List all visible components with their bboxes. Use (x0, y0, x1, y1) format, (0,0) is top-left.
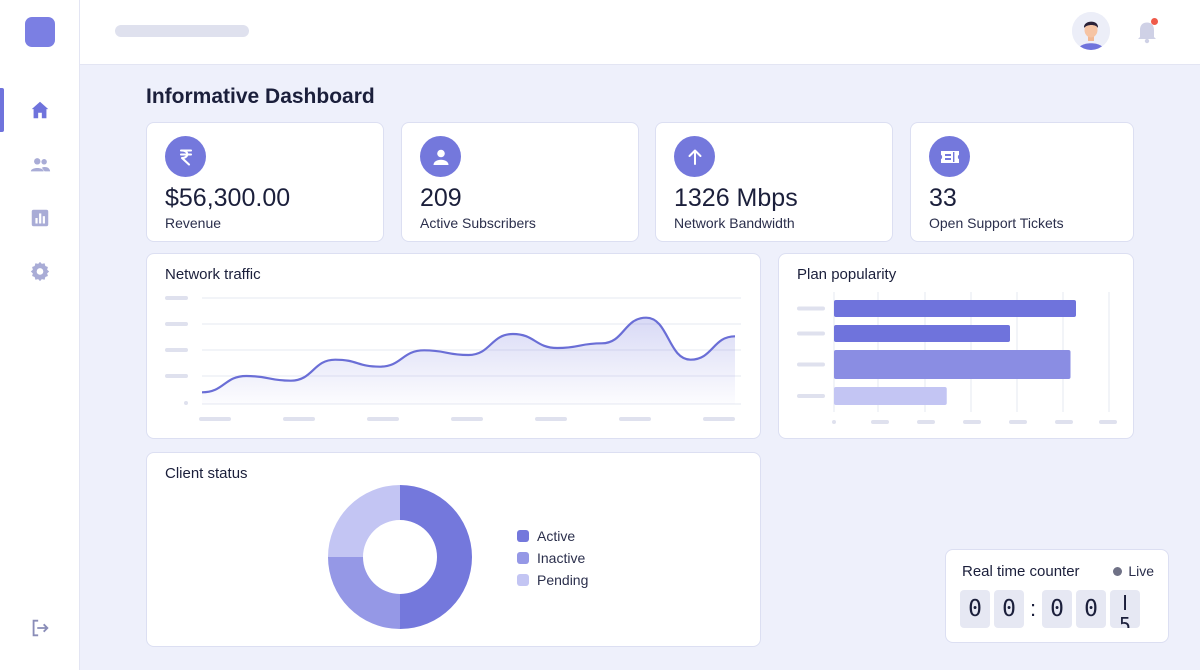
network-traffic-card: Network traffic (146, 253, 761, 439)
legend-label: Active (537, 528, 576, 544)
rupee-icon (165, 136, 206, 177)
home-icon (31, 101, 49, 119)
x-tick-label (1055, 420, 1073, 424)
legend-label: Pending (537, 572, 589, 588)
x-tick-label (917, 420, 935, 424)
legend-swatch (517, 574, 529, 586)
top-bar (80, 0, 1200, 65)
stat-value: 1326 Mbps (674, 184, 798, 212)
counter-digit: 0 (1042, 590, 1072, 628)
plan-bar (834, 325, 1010, 342)
stat-card-tickets[interactable]: 33 Open Support Tickets (910, 122, 1134, 242)
gear-icon (30, 261, 50, 282)
x-tick-label (871, 420, 889, 424)
client-status-title: Client status (165, 465, 248, 482)
live-label: Live (1128, 563, 1154, 579)
y-tick-origin (184, 401, 188, 405)
traffic-line (201, 316, 736, 394)
stat-value: $56,300.00 (165, 184, 291, 212)
traffic-area (202, 317, 735, 404)
live-indicator: Live (1113, 563, 1154, 579)
counter-separator: : (1029, 596, 1037, 621)
users-icon (30, 158, 51, 172)
y-tick-label (165, 296, 188, 300)
plan-bar (834, 387, 947, 405)
stat-card-revenue[interactable]: $56,300.00 Revenue (146, 122, 384, 242)
x-tick-label (451, 417, 483, 421)
stat-label: Revenue (165, 215, 222, 231)
counter-digit: 0 (994, 590, 1024, 628)
x-tick-label (367, 417, 399, 421)
user-icon (420, 136, 461, 177)
donut-slice-inactive (328, 557, 400, 629)
x-tick-label (619, 417, 651, 421)
plan-bar (834, 350, 1071, 379)
y-tick-label (165, 322, 188, 326)
plan-popularity-title: Plan popularity (797, 266, 897, 283)
stat-label: Open Support Tickets (929, 215, 1064, 231)
y-tick-label (165, 374, 188, 378)
client-status-chart (328, 485, 472, 629)
y-tick-label (165, 348, 188, 352)
x-tick-label (199, 417, 231, 421)
avatar[interactable] (1072, 12, 1110, 50)
plan-bar (834, 300, 1076, 317)
legend-label: Inactive (537, 550, 586, 566)
y-tick-label (797, 306, 825, 311)
stat-label: Network Bandwidth (674, 215, 795, 231)
stat-card-bandwidth[interactable]: 1326 Mbps Network Bandwidth (655, 122, 893, 242)
app-logo[interactable] (25, 17, 55, 47)
client-status-card: Client status Active Inactive Pending (146, 452, 761, 647)
sidebar-item-settings[interactable] (0, 249, 80, 293)
legend-item-pending: Pending (517, 569, 588, 591)
live-dot (1113, 566, 1123, 576)
stat-card-subscribers[interactable]: 209 Active Subscribers (401, 122, 639, 242)
sidebar-item-home[interactable] (0, 88, 80, 132)
legend-item-inactive: Inactive (517, 547, 588, 569)
client-status-legend: Active Inactive Pending (517, 525, 588, 591)
ticket-icon (929, 136, 970, 177)
sidebar-item-users[interactable] (0, 143, 80, 187)
notification-dot (1151, 18, 1158, 25)
sidebar (0, 0, 80, 670)
stat-value: 33 (929, 184, 957, 212)
network-traffic-chart (165, 296, 741, 421)
logout-icon (32, 619, 49, 637)
bell-icon (1138, 18, 1158, 44)
y-tick-label (797, 362, 825, 367)
x-tick-origin (832, 420, 836, 424)
y-tick-label (797, 394, 825, 398)
search-bar-placeholder[interactable] (115, 25, 249, 37)
counter-digit: 0 (960, 590, 990, 628)
legend-swatch (517, 552, 529, 564)
notifications-button[interactable] (1135, 18, 1159, 44)
x-tick-label (535, 417, 567, 421)
x-tick-label (963, 420, 981, 424)
counter-title: Real time counter (962, 563, 1080, 580)
counter-digit: 0 (1076, 590, 1106, 628)
x-tick-label (1009, 420, 1027, 424)
legend-item-active: Active (517, 525, 588, 547)
x-tick-label (283, 417, 315, 421)
x-tick-label (1099, 420, 1117, 424)
donut-slice-active (400, 485, 472, 629)
network-traffic-title: Network traffic (165, 266, 261, 283)
stat-label: Active Subscribers (420, 215, 536, 231)
user-avatar-icon (1072, 12, 1110, 50)
donut-slice-pending (328, 485, 400, 557)
arrow-up-icon (674, 136, 715, 177)
y-tick-label (797, 331, 825, 336)
sidebar-item-logout[interactable] (0, 606, 80, 650)
bar-chart-icon (31, 209, 49, 227)
plan-popularity-chart (797, 292, 1117, 424)
legend-swatch (517, 530, 529, 542)
sidebar-item-reports[interactable] (0, 196, 80, 240)
plan-popularity-card: Plan popularity (778, 253, 1134, 439)
stat-value: 209 (420, 184, 462, 212)
x-tick-label (703, 417, 735, 421)
page-title: Informative Dashboard (146, 85, 375, 108)
